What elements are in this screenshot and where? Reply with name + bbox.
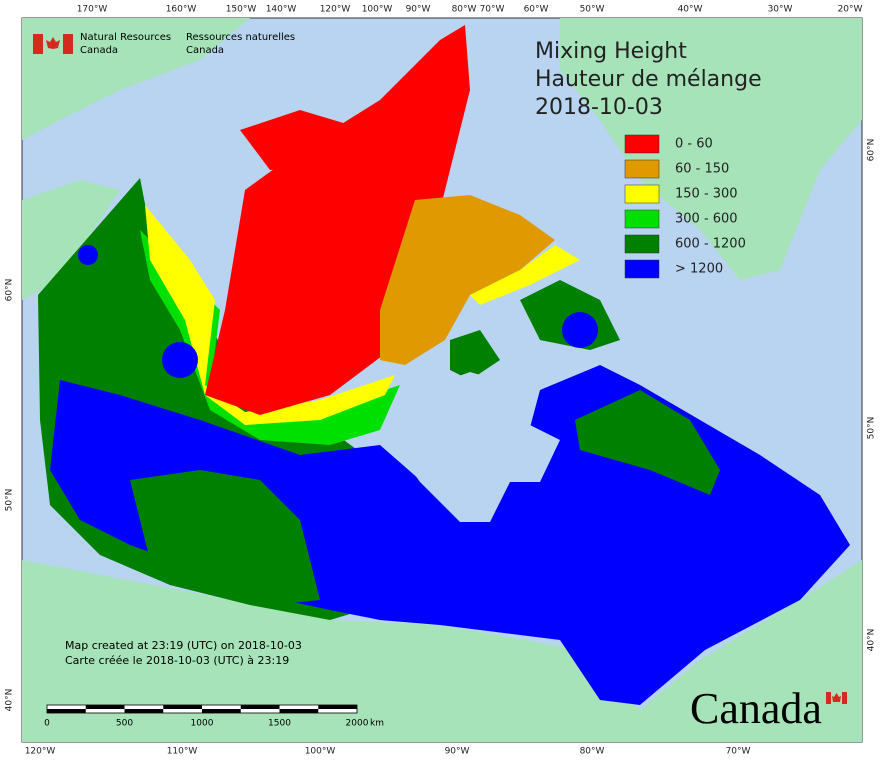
scale-label: 1500 — [268, 719, 291, 729]
legend: 0 - 60 60 - 150 150 - 300 300 - 600 600 - 12… — [624, 134, 746, 279]
top-label: 120°W — [320, 5, 351, 15]
top-label: 30°W — [768, 5, 793, 15]
scale-segment — [279, 709, 319, 713]
title-line: Hauteur de mélange — [535, 67, 762, 92]
legend-swatch — [624, 209, 660, 229]
top-label: 100°W — [362, 5, 393, 15]
bottom-label: 120°W — [25, 747, 56, 757]
org-fr: Canada — [186, 45, 224, 56]
org-en: Canada — [80, 45, 118, 56]
graticule-labels: 170°W 160°W 150°W 140°W 120°W 100°W 90°W 80°W 70… — [5, 5, 877, 757]
legend-label: 150 - 300 — [675, 187, 738, 202]
title-line: Mixing Height — [535, 39, 687, 64]
bottom-label: 90°W — [445, 747, 470, 757]
top-label: 150°W — [226, 5, 257, 15]
top-label: 160°W — [166, 5, 197, 15]
left-label: 50°N — [5, 489, 15, 512]
note: Map created at 23:19 (UTC) on 2018-10-03 — [65, 639, 302, 652]
left-label: 40°N — [5, 689, 15, 712]
legend-swatch — [624, 234, 660, 254]
title: Mixing Height Hauteur de mélange 2018-10… — [535, 39, 762, 120]
scale-segment — [124, 709, 164, 713]
left-label: 60°N — [5, 279, 15, 302]
legend-label: 60 - 150 — [675, 162, 729, 177]
top-label: 20°W — [838, 5, 863, 15]
scale-label: 1000 — [191, 719, 214, 729]
top-label: 60°W — [524, 5, 549, 15]
legend-swatch — [624, 184, 660, 204]
wordmark: Canada — [690, 684, 847, 733]
top-label: 170°W — [77, 5, 108, 15]
scale-label: 2000 — [346, 719, 369, 729]
scale-label: 500 — [116, 719, 133, 729]
title-line: 2018-10-03 — [535, 95, 663, 120]
bottom-label: 70°W — [726, 747, 751, 757]
bottom-label: 110°W — [167, 747, 198, 757]
scale-segment — [240, 705, 280, 709]
legend-label: 0 - 60 — [675, 137, 713, 152]
top-label: 140°W — [266, 5, 297, 15]
bottom-label: 100°W — [305, 747, 336, 757]
top-label: 40°W — [678, 5, 703, 15]
legend-label: > 1200 — [675, 262, 723, 277]
wordmark-text: Canada — [690, 684, 822, 733]
right-label: 40°N — [867, 629, 877, 652]
right-label: 50°N — [867, 417, 877, 440]
top-label: 80°W — [452, 5, 477, 15]
legend-swatch — [624, 259, 660, 279]
foreign-land — [22, 18, 862, 742]
bottom-label: 80°W — [580, 747, 605, 757]
scale-segment — [85, 705, 125, 709]
top-label: 50°W — [580, 5, 605, 15]
scale-label: 0 — [44, 719, 50, 729]
legend-swatch — [624, 134, 660, 154]
legend-swatch — [624, 159, 660, 179]
scale-segment — [318, 705, 357, 709]
logo: Natural Resources Canada Ressources natu… — [33, 32, 295, 56]
scale-bar: 0 500 1000 1500 2000 km — [44, 704, 384, 729]
legend-label: 600 - 1200 — [675, 237, 746, 252]
scale-unit: km — [370, 719, 384, 729]
scale-segment — [202, 709, 241, 713]
legend-label: 300 - 600 — [675, 212, 738, 227]
scale-segment — [47, 709, 86, 713]
top-label: 70°W — [480, 5, 505, 15]
org-en: Natural Resources — [80, 32, 171, 43]
scale-segment — [163, 705, 202, 709]
org-fr: Ressources naturelles — [186, 32, 295, 43]
top-label: 90°W — [406, 5, 431, 15]
canada-zones — [38, 25, 850, 705]
note: Carte créée le 2018-10-03 (UTC) à 23:19 — [65, 654, 289, 667]
right-label: 60°N — [867, 139, 877, 162]
